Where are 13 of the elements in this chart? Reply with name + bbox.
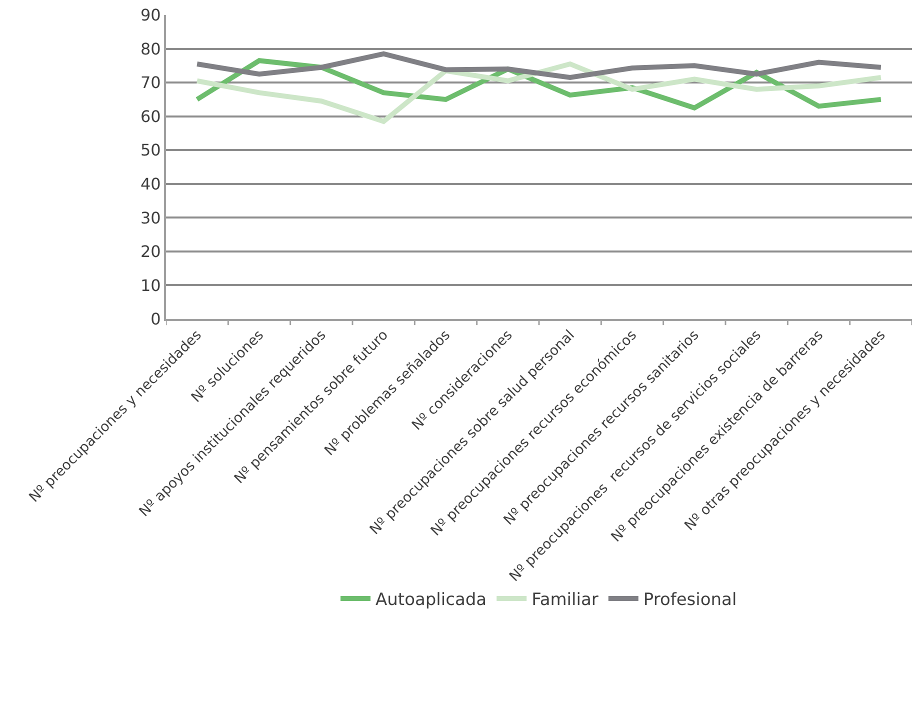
y-tick-label: 40	[140, 174, 161, 194]
y-tick-label: 90	[140, 6, 161, 25]
legend-label: Profesional	[643, 590, 737, 610]
y-tick-label: 10	[140, 276, 161, 295]
y-tick-label: 70	[140, 73, 161, 92]
legend-label: Familiar	[532, 590, 598, 610]
legend-label: Autoaplicada	[376, 590, 487, 610]
y-tick-label: 60	[140, 106, 161, 126]
y-tick-label: 20	[140, 242, 161, 262]
y-tick-label: 50	[140, 140, 161, 160]
y-tick-label: 30	[140, 208, 161, 228]
y-tick-label: 0	[150, 310, 161, 329]
y-tick-label: 80	[140, 39, 161, 58]
